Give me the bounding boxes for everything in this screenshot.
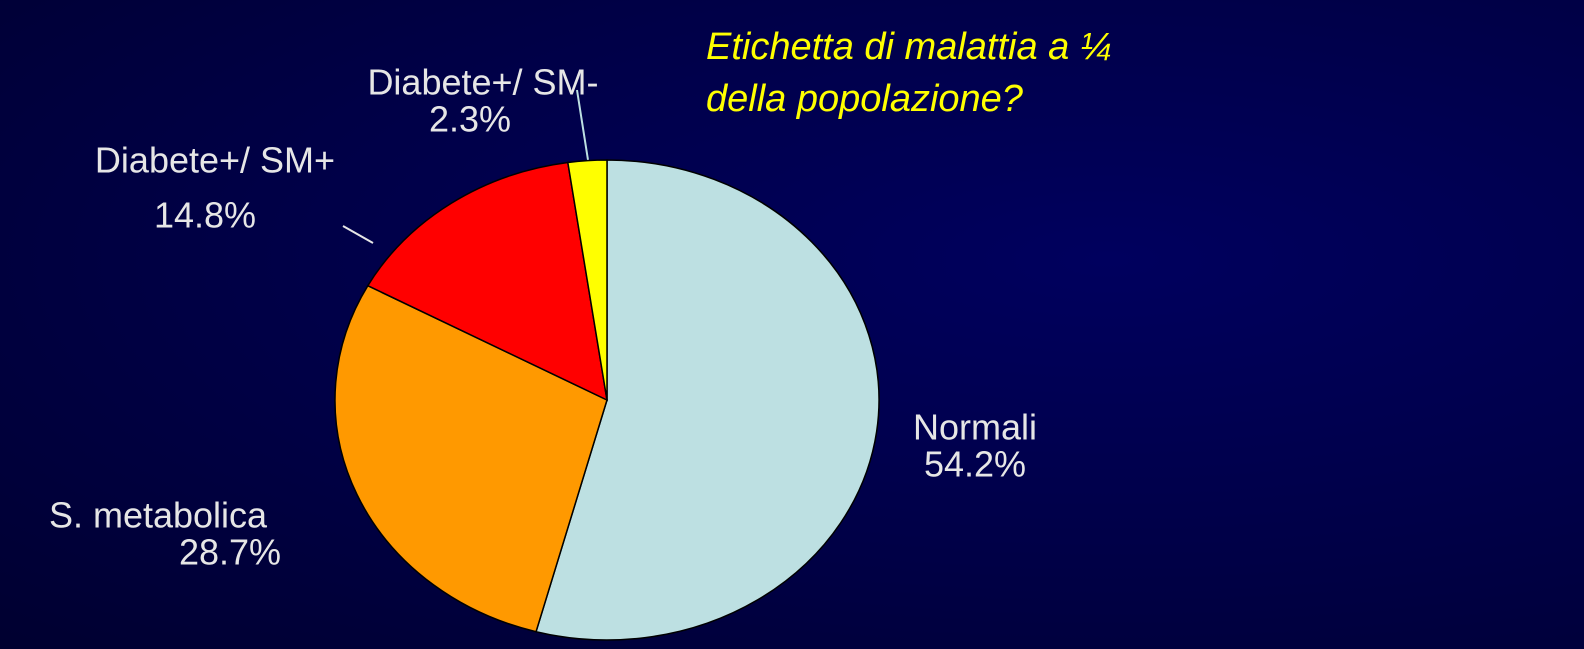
pie-slice — [334, 284, 608, 633]
pie-slice — [535, 159, 880, 641]
annotation-line: della popolazione? — [706, 78, 1024, 120]
pie-slice — [566, 159, 608, 401]
slice-value: 54.2% — [924, 444, 1026, 485]
leader-line — [576, 89, 589, 161]
pie-slice — [366, 161, 608, 402]
slice-label: Diabete+/ SM+ — [95, 140, 335, 181]
slice-label: S. metabolica — [49, 495, 268, 536]
leader-line — [342, 225, 374, 244]
slice-label: Diabete+/ SM- — [367, 62, 598, 103]
slice-label: Normali — [913, 407, 1037, 448]
slice-value: 2.3% — [429, 99, 511, 140]
slice-value: 28.7% — [179, 532, 281, 573]
pie — [334, 159, 880, 641]
annotation-line: Etichetta di malattia a ¼ — [706, 26, 1112, 68]
slice-value: 14.8% — [154, 195, 256, 236]
